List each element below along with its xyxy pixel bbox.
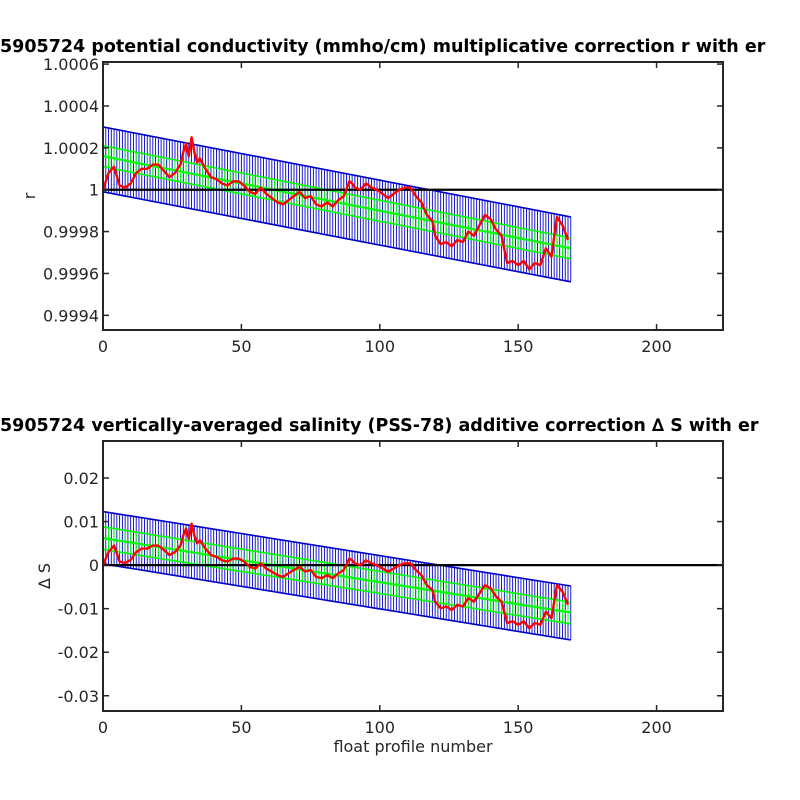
axes-frame (102, 440, 724, 712)
x-tick-label: 150 (503, 337, 534, 356)
y-tick-label: 1.0002 (43, 139, 99, 158)
x-tick-label: 0 (98, 718, 108, 737)
y-axis-label: ∆ S (35, 563, 54, 590)
x-tick-label: 50 (231, 718, 251, 737)
y-tick-label: 0.01 (63, 513, 99, 532)
y-tick-label: -0.02 (58, 643, 99, 662)
fit-line-inner-upper (102, 144, 571, 239)
fit-line-inner-lower (102, 548, 571, 625)
error-upper-envelope (102, 510, 571, 587)
plot-area (101, 510, 723, 641)
error-upper-envelope (102, 126, 571, 218)
fit-line-inner-lower (102, 165, 571, 260)
y-tick-label: 0.02 (63, 469, 99, 488)
y-tick-label: 1.0004 (43, 97, 99, 116)
axes-frame (102, 61, 724, 331)
y-tick-label: 0.9998 (43, 223, 99, 242)
x-tick-label: 50 (231, 337, 251, 356)
error-lower-envelope (102, 191, 571, 283)
x-axis-label: float profile number (333, 737, 493, 756)
y-tick-label: 1 (89, 181, 99, 200)
x-tick-label: 150 (503, 718, 534, 737)
y-tick-label: 0.9994 (43, 306, 99, 325)
y-axis-label: r (20, 192, 39, 199)
x-tick-label: 200 (641, 337, 672, 356)
error-lower-envelope (102, 563, 571, 641)
x-tick-label: 100 (365, 337, 396, 356)
chart-title: 5905724 vertically-averaged salinity (PS… (0, 416, 759, 436)
axis-ticks: 0 50 100 150 200 -0.03 -0.02 -0.01 0 0.01 0.02 (58, 441, 723, 737)
panel-salinity-correction: 5905724 vertically-averaged salinity (PS… (0, 416, 759, 756)
panel-conductivity-correction: 5905724 potential conductivity (mmho/cm)… (0, 37, 766, 356)
y-tick-label: 0 (89, 556, 99, 575)
x-tick-label: 0 (98, 337, 108, 356)
estimate-line (101, 522, 570, 630)
axis-ticks: 0 50 100 150 200 0.9994 0.9996 0.9998 1 1.0002 1.0… (43, 55, 723, 356)
y-tick-label: 0.9996 (43, 264, 99, 283)
y-tick-label: 1.0006 (43, 55, 99, 74)
x-tick-label: 200 (641, 718, 672, 737)
chart-title: 5905724 potential conductivity (mmho/cm)… (0, 37, 766, 57)
y-tick-label: -0.03 (58, 687, 99, 706)
estimate-line (101, 136, 570, 271)
y-tick-label: -0.01 (58, 600, 99, 619)
x-tick-label: 100 (365, 718, 396, 737)
plot-area (101, 126, 723, 283)
